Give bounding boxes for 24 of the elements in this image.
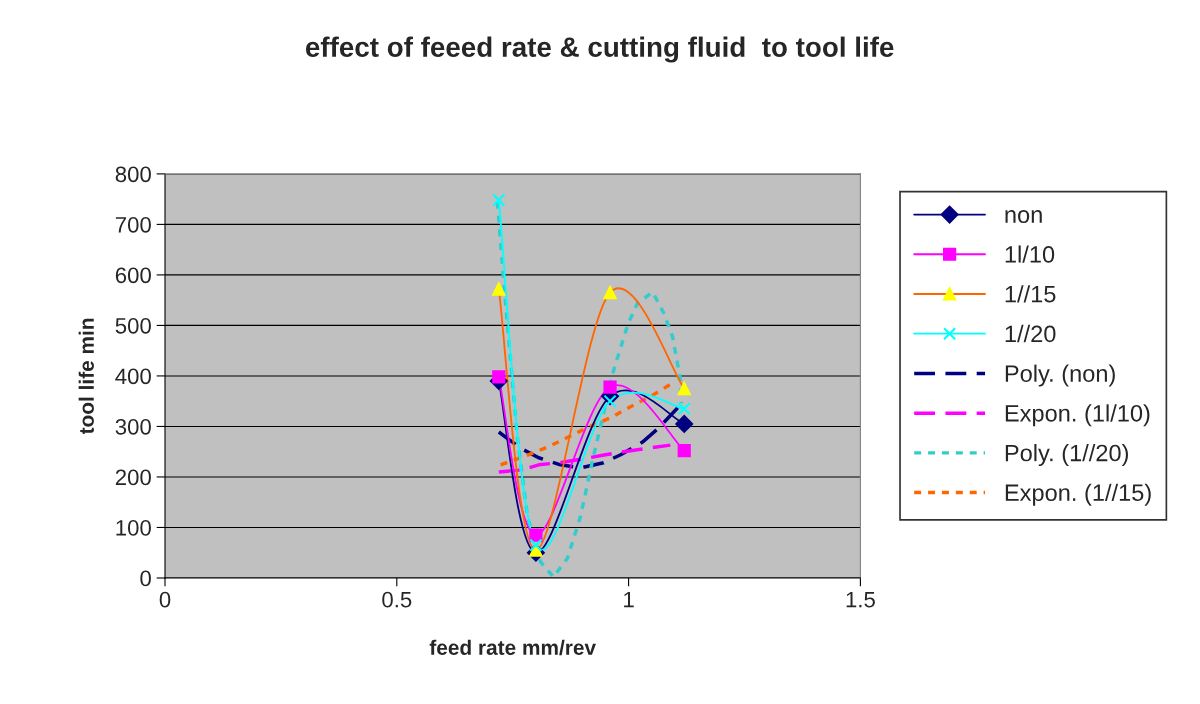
chart-title: effect of feeed rate & cutting fluid to tool life [305,36,894,63]
x-axis-title: feed rate mm/rev [429,639,596,656]
y-tick-label: 400 [115,368,151,385]
y-tick-label: 0 [140,570,151,587]
y-tick-label: 700 [115,216,151,233]
y-tick-label: 500 [115,317,151,334]
y-tick-label: 200 [115,469,151,486]
x-tick-label: 1.5 [846,591,875,608]
legend-label: Poly. (non) [1005,364,1115,387]
x-tick-label: 1 [624,591,634,608]
y-tick-label: 100 [116,520,151,536]
x-tick-label: 0 [159,591,171,608]
legend-label: Expon. (1//15) [1005,483,1151,506]
y-tick-label: 300 [115,418,151,435]
legend-label: 1//20 [1005,324,1056,343]
legend-label: non [1005,210,1042,224]
legend-label: 1//15 [1005,285,1056,303]
legend-label: Poly. (1//20) [1005,444,1128,467]
legend-label: 1l/10 [1005,245,1055,263]
y-axis-title: tool life min [78,318,94,435]
y-tick-label: 800 [115,166,151,183]
y-tick-label: 600 [115,267,151,284]
x-tick-label: 0.5 [382,591,412,608]
legend-label: Expon. (1l/10) [1005,404,1150,427]
